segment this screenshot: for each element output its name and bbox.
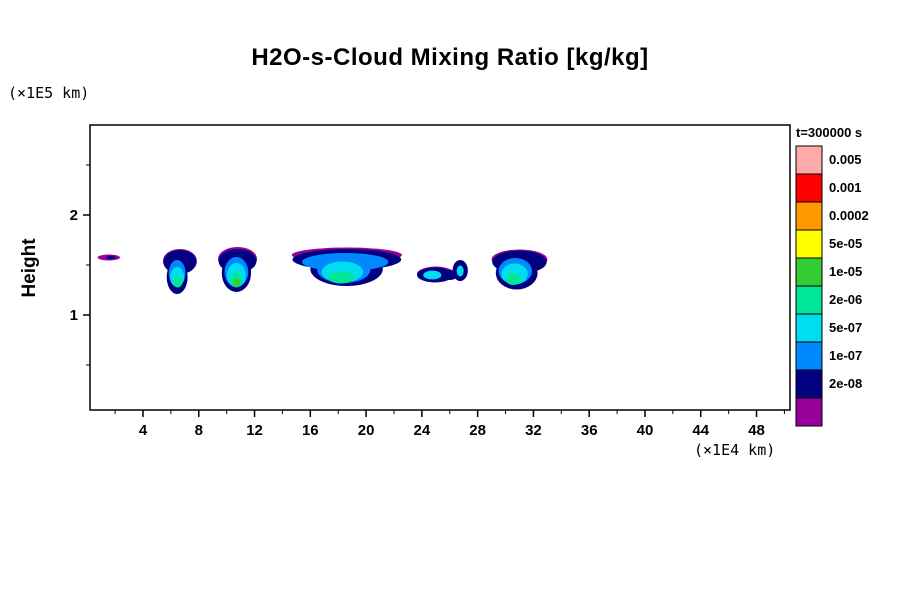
chart-title: H2O-s-Cloud Mixing Ratio [kg/kg] xyxy=(251,44,649,71)
colorbar-level-label: 2e-06 xyxy=(829,292,862,307)
cloud-region-cloud-x6 xyxy=(173,276,183,288)
y-axis-unit-label: (×1E5 km) xyxy=(8,84,90,102)
x-tick-label: 24 xyxy=(414,422,431,439)
cloud-region-cloud-x25 xyxy=(423,270,442,280)
x-tick-label: 36 xyxy=(581,422,598,439)
colorbar-box xyxy=(795,145,823,175)
cloud-contours xyxy=(97,247,548,294)
colorbar-box xyxy=(795,201,823,231)
colorbar-box xyxy=(795,369,823,399)
colorbar-box xyxy=(795,341,823,371)
plot-frame xyxy=(89,124,791,411)
x-axis-unit-label: (×1E4 km) xyxy=(694,441,776,459)
cloud-region-cloud-x25 xyxy=(456,265,464,277)
cloud-region-cloud-x10 xyxy=(233,278,241,287)
colorbar-box xyxy=(795,229,823,259)
colorbar-box xyxy=(795,313,823,343)
x-tick-label: 4 xyxy=(139,422,148,439)
x-tick-label: 28 xyxy=(469,422,486,439)
colorbar-box xyxy=(795,257,823,287)
x-tick-label: 8 xyxy=(195,422,203,439)
x-tick-label: 12 xyxy=(246,422,263,439)
cloud-region-sliver-left xyxy=(106,255,116,260)
colorbar-box xyxy=(795,173,823,203)
cloud-region-cloud-x18-large xyxy=(327,271,355,284)
x-tick-label: 16 xyxy=(302,422,319,439)
colorbar-level-label: 5e-07 xyxy=(829,320,862,335)
x-tick-label: 40 xyxy=(637,422,654,439)
x-tick-label: 48 xyxy=(748,422,765,439)
y-tick-label: 2 xyxy=(70,207,78,224)
colorbar-level-label: 0.0002 xyxy=(829,208,869,223)
colorbar-level-label: 2e-08 xyxy=(829,376,862,391)
x-tick-label: 20 xyxy=(358,422,375,439)
y-axis-title: Height xyxy=(19,238,40,298)
x-tick-label: 44 xyxy=(692,422,709,439)
colorbar-level-label: 1e-07 xyxy=(829,348,862,363)
colorbar-time-annotation: t=300000 s xyxy=(796,125,863,140)
x-tick-label: 32 xyxy=(525,422,542,439)
colorbar-level-label: 0.001 xyxy=(829,180,862,195)
colorbar-box xyxy=(795,397,823,427)
colorbar-box xyxy=(795,285,823,315)
cloud-region-cloud-x31 xyxy=(505,273,521,285)
colorbar-level-label: 5e-05 xyxy=(829,236,862,251)
colorbar-level-label: 1e-05 xyxy=(829,264,862,279)
y-tick-label: 1 xyxy=(70,307,78,324)
colorbar-level-label: 0.005 xyxy=(829,152,862,167)
